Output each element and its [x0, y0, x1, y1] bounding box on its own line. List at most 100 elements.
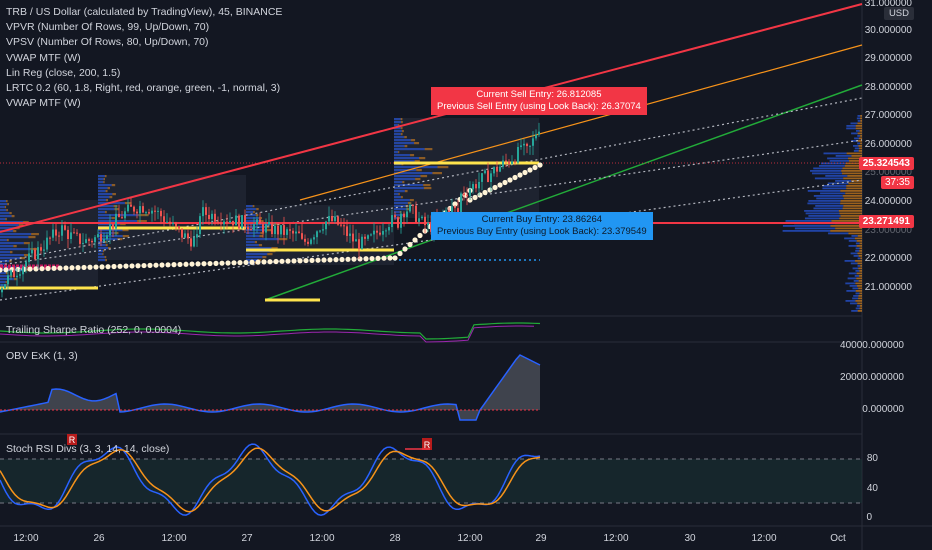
profile-bar [0, 251, 10, 254]
profile-bar [113, 205, 118, 208]
time-tick: 26 [93, 533, 105, 544]
vpvr-bar [853, 145, 859, 147]
time-tick: 12:00 [751, 533, 777, 544]
vpvr-bar [835, 155, 852, 157]
vpvr-bar [813, 167, 843, 170]
profile-bar [246, 247, 272, 250]
profile-bar [106, 199, 109, 202]
profile-bar [98, 199, 107, 202]
profile-bar [394, 169, 417, 172]
vpvr-bar [846, 127, 856, 130]
vpvr-bar [855, 307, 860, 310]
vpvr-bar [830, 230, 862, 232]
indicator-vpsv[interactable]: VPSV (Number Of Rows, 80, Up/Down, 70) [6, 36, 209, 49]
candle-body [514, 161, 516, 163]
symbol-title[interactable]: TRB / US Dollar (calculated by TradingVi… [6, 6, 283, 18]
profile-bar [409, 199, 414, 202]
vpvr-bar [849, 285, 858, 287]
profile-bar [98, 259, 106, 262]
vpvr-bar [807, 190, 841, 192]
vpvr-bar [825, 175, 848, 177]
candle-body [55, 229, 57, 236]
vpvr-bar [844, 165, 862, 167]
candle-body [352, 233, 354, 242]
profile-bar [401, 130, 404, 133]
profile-bar [279, 238, 288, 241]
profile-bar [437, 166, 449, 169]
profile-bar [98, 223, 121, 226]
obv-pane-label[interactable]: OBV ExK (1, 3) [6, 350, 78, 362]
profile-bar [394, 205, 406, 208]
profile-bar [0, 263, 6, 266]
candle-body [97, 234, 99, 238]
indicator-linreg[interactable]: Lin Reg (close, 200, 1.5) [6, 66, 121, 79]
candle-body [142, 206, 144, 213]
vpvr-bar [813, 195, 843, 197]
sharpe-pane-label[interactable]: Trailing Sharpe Ratio (252, 0, 0.0004) [6, 324, 182, 336]
vwap-dot [339, 256, 345, 263]
stoch-d-line [0, 447, 541, 513]
profile-bar [394, 154, 411, 157]
vwap-dot [502, 179, 508, 186]
indicator-lrtc[interactable]: LRTC 0.2 (60, 1.8, Right, red, orange, g… [6, 82, 281, 95]
indicator-vwap[interactable]: VWAP MTF (W) [6, 51, 81, 64]
vpvr-bar [835, 180, 852, 182]
vpvr-bar [859, 247, 862, 250]
profile-bar [30, 248, 38, 251]
profile-bar [253, 211, 255, 214]
candle-body [148, 212, 150, 214]
indicator-vpvr[interactable]: VPVR (Number Of Rows, 99, Up/Down, 70) [6, 21, 210, 34]
candle-body [70, 232, 72, 240]
profile-bar [11, 215, 15, 218]
vpvr-bar [857, 142, 861, 145]
sharpe-line [0, 322, 541, 340]
currency-badge[interactable]: USD [883, 7, 914, 20]
vwap-dot [522, 169, 528, 176]
profile-bar [98, 250, 103, 253]
vpvr-bar [850, 262, 858, 265]
vpvr-bar [858, 287, 862, 290]
candle-body [493, 167, 495, 174]
vpvr-bar [857, 310, 862, 312]
vpvr-bar [852, 267, 859, 270]
candle-body [385, 230, 387, 232]
stoch-tick: 80 [866, 453, 878, 464]
profile-bar [394, 184, 424, 187]
vwap-dot [417, 232, 423, 239]
vpvr-bar [851, 155, 862, 157]
vwap-dot [27, 266, 33, 272]
profile-bar [394, 190, 405, 193]
indicator-vwap-2[interactable]: VWAP MTF (W) [6, 97, 81, 110]
stoch-pane-label[interactable]: Stoch RSI Divs (3, 3, 14, 14, close) [6, 443, 170, 455]
candle-body [400, 213, 402, 228]
vwap-dot [171, 262, 177, 268]
profile-bar [98, 187, 108, 190]
profile-bar [394, 166, 438, 169]
vwap-dot [321, 257, 327, 263]
vpvr-bar [810, 170, 842, 172]
price-tick: 29.000000 [864, 53, 912, 64]
candle-body [244, 215, 246, 227]
candle-body [127, 204, 129, 212]
vpvr-bar [851, 140, 858, 142]
candle-body [16, 275, 18, 278]
candle-body [346, 226, 348, 236]
vwap-dot [45, 265, 51, 272]
candle-body [316, 231, 318, 238]
vwap-dot [165, 262, 171, 268]
profile-bar [394, 133, 401, 136]
profile-bar [407, 202, 412, 205]
candle-body [478, 181, 480, 189]
candle-body [43, 249, 45, 251]
candle-body [151, 210, 153, 214]
profile-bar [394, 199, 410, 202]
profile-bar [400, 118, 403, 121]
candle-body [229, 220, 231, 223]
candle-body [61, 225, 63, 236]
vwap-dot [532, 164, 538, 171]
candle-body [19, 274, 21, 276]
vpvr-bar [849, 160, 862, 162]
profile-bar [404, 136, 407, 139]
profile-bar [262, 256, 267, 259]
